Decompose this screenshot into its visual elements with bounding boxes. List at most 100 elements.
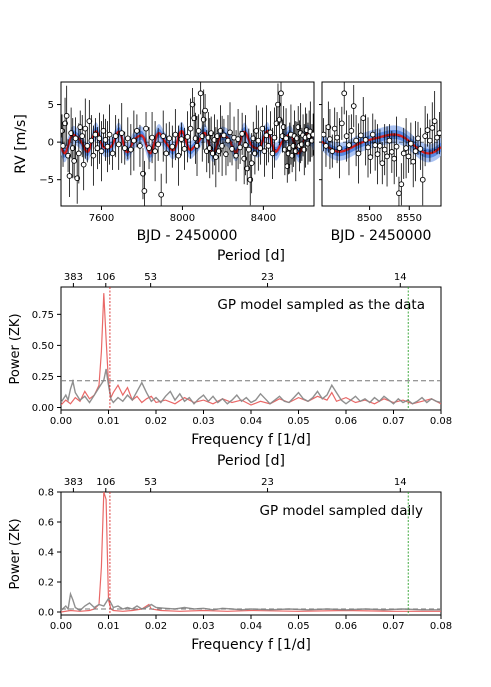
pg2-y-tick-label: 0.4: [38, 548, 54, 559]
rv-right-data-point: [429, 124, 436, 131]
rv-left-data-point: [143, 125, 149, 132]
rv-left-data-point: [106, 131, 113, 138]
rv-right-data-point: [338, 120, 345, 127]
rv-left-data-point: [90, 152, 97, 159]
rv-y-axis-label: RV [m/s]: [13, 114, 29, 174]
rv-left-data-point: [137, 143, 143, 149]
rv-right-data-point: [431, 118, 438, 124]
rv-left-data-point: [212, 154, 219, 161]
rv-right-data-point: [398, 181, 405, 188]
rv-left-data-point: [82, 125, 89, 132]
rv-left-data-point: [63, 112, 70, 119]
pg1-x-tick-label: 0.02: [145, 416, 167, 427]
pg2-y-tick-label: 0.6: [38, 518, 54, 529]
pg2-y-tick-label: 0.8: [38, 488, 54, 499]
pg1-plot-area: [61, 287, 441, 410]
periodogram-panel-2: GP model sampled daily 0.00 0.01 0.02 0.03 0…: [38, 477, 452, 632]
rv-left-data-point: [72, 135, 79, 142]
rv-left-x-tick-label: 8000: [170, 213, 195, 224]
rv-right-data-point: [403, 145, 409, 151]
pg2-x-axis-label: Frequency f [1/d]: [191, 637, 311, 653]
rv-right-data-point: [323, 143, 329, 149]
rv-right-data-point: [353, 137, 359, 144]
rv-right-data-point: [434, 134, 440, 141]
pg2-x-tick-label: 0.00: [50, 621, 72, 632]
rv-left-data-point: [163, 150, 170, 157]
rv-right-x-tick-label: 8500: [357, 213, 382, 224]
rv-right-data-point: [405, 153, 412, 160]
rv-left-data-point: [169, 143, 176, 150]
rv-left-data-point: [98, 148, 105, 154]
rv-left-data-point: [284, 163, 291, 170]
rv-right-data-point: [367, 154, 374, 161]
rv-left-data-point: [217, 127, 224, 134]
rv-left-data-point: [155, 141, 162, 148]
rv-left-data-point: [178, 136, 185, 142]
rv-left-data-point: [282, 146, 288, 153]
pg1-x-tick-label: 0.07: [382, 416, 404, 427]
rv-right-data-point: [410, 158, 417, 165]
rv-left-data-point: [146, 145, 152, 151]
pg2-top-tick-label: 53: [144, 477, 157, 488]
rv-left-data-point: [208, 130, 215, 136]
rv-right-data-point: [408, 140, 414, 147]
pg2-x-tick-label: 0.02: [145, 621, 167, 632]
rv-right-data-point: [341, 90, 348, 97]
rv-left-data-point: [80, 161, 87, 168]
rv-left-data-point: [131, 137, 137, 144]
pg1-x-tick-label: 0.06: [335, 416, 357, 427]
rv-right-data-point: [350, 103, 357, 109]
rv-right-data-point: [348, 127, 355, 134]
rv-left-data-point: [61, 127, 65, 134]
rv-left-data-point: [278, 90, 284, 97]
pg2-x-tick-label: 0.06: [335, 621, 357, 632]
rv-left-data-point: [141, 188, 148, 194]
rv-panel-left: 7600 8000 8400 5 0 −5: [39, 81, 315, 224]
rv-left-data-point: [112, 133, 119, 139]
rv-right-data-point: [412, 148, 419, 154]
pg1-series-line-1: [61, 368, 441, 405]
pg1-x-tick-label: 0.00: [50, 416, 72, 427]
pg1-x-tick-label: 0.01: [97, 416, 119, 427]
pg2-y-axis-label: Power (ZK): [8, 518, 23, 589]
pg1-top-tick-label: 383: [64, 272, 83, 283]
pg2-annotation: GP model sampled daily: [260, 503, 424, 519]
rv-left-data-point: [84, 143, 91, 149]
rv-left-data-point: [127, 146, 134, 153]
pg2-top-tick-label: 383: [64, 477, 83, 488]
rv-left-data-point: [109, 150, 116, 157]
rv-left-y-tick-label: 0: [48, 138, 54, 149]
rv-left-data-point: [68, 130, 74, 136]
rv-right-data-point: [327, 136, 333, 142]
periodogram-panel-1: GP model sampled as the data 0.00 0.01 0.0…: [32, 272, 452, 427]
rv-left-data-point: [290, 143, 297, 149]
rv-left-data-point: [280, 124, 287, 130]
rv-left-data-point: [194, 143, 200, 149]
pg1-x-tick-label: 0.08: [430, 416, 452, 427]
rv-left-data-point: [209, 150, 216, 157]
pg2-series-line-0: [61, 492, 441, 613]
rv-left-data-point: [195, 127, 202, 134]
rv-left-data-point: [202, 107, 208, 114]
rv-left-data-point: [79, 133, 86, 139]
rv-left-data-point: [219, 143, 225, 149]
rv-left-data-point: [160, 133, 167, 139]
pg2-x-tick-label: 0.01: [97, 621, 119, 632]
pg1-y-tick-label: 0.00: [32, 403, 54, 414]
rv-left-data-point: [175, 152, 182, 159]
pg1-x-axis-label: Frequency f [1/d]: [191, 432, 311, 448]
rv-left-data-point: [181, 146, 188, 152]
rv-left-data-point: [245, 146, 252, 153]
rv-right-data-point: [346, 142, 352, 148]
pg2-y-tick-label: 0.0: [38, 608, 54, 619]
rv-right-data-point: [355, 150, 362, 157]
rv-left-data-point: [124, 135, 131, 142]
rv-left-data-point: [189, 101, 196, 108]
rv-right-data-point: [388, 149, 395, 155]
rv-right-plot-area: [322, 82, 441, 206]
rv-left-data-point: [283, 135, 289, 142]
rv-left-data-point: [250, 135, 257, 142]
rv-left-y-tick-label: −5: [39, 175, 54, 186]
rv-left-plot-area: [61, 82, 314, 206]
rv-left-data-point: [216, 148, 222, 154]
